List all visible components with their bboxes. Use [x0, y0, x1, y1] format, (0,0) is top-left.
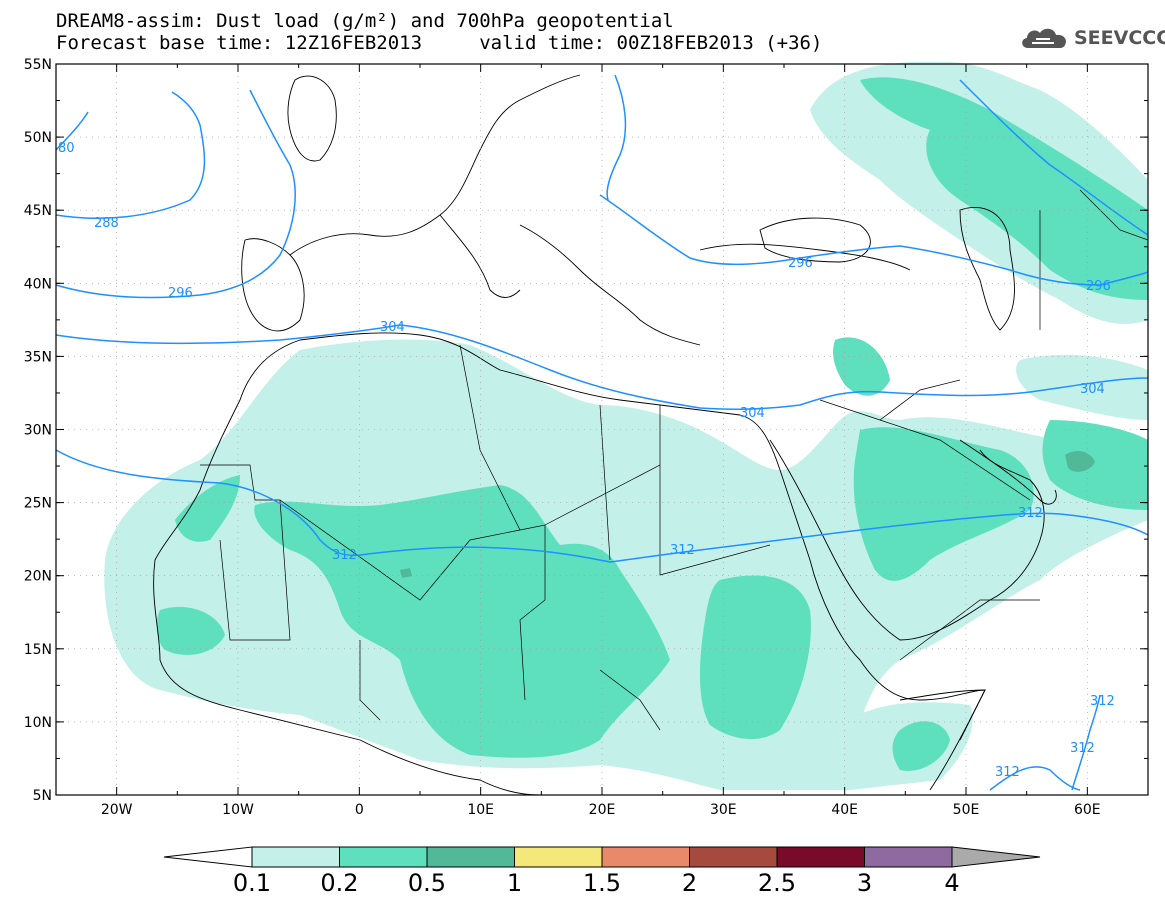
dust-layer [104, 61, 1149, 790]
lon-label: 50E [953, 802, 980, 818]
caspian-coastline [959, 206, 1015, 331]
dust-region-senegal-mid [156, 606, 225, 655]
country-borders [200, 189, 1149, 731]
dust-region-mali-high [400, 568, 412, 578]
horn-coastline [899, 689, 986, 741]
persiangulf-coastline [959, 439, 1057, 505]
contour-line-296-west [55, 89, 296, 299]
cloud-icon [1022, 28, 1066, 48]
lon-label: 10W [222, 802, 254, 818]
colorbar-cell [776, 846, 865, 868]
lat-label: 30N [24, 423, 52, 439]
lat-label: 20N [24, 569, 52, 585]
lat-label: 50N [24, 130, 52, 146]
britishisles-coastline [287, 75, 337, 162]
dust-region-iran-low [1016, 354, 1148, 420]
lon-label: 60E [1074, 802, 1101, 818]
dust-region-mali-mid [254, 485, 671, 758]
colorbar-label: 1 [507, 869, 522, 897]
coastlines-layer [153, 74, 1149, 796]
lon-label: 10E [467, 802, 494, 818]
africa-coastline [153, 332, 986, 796]
contour-line-312 [55, 449, 1149, 563]
contour-label: 304 [380, 320, 405, 335]
contour-line-296-east [599, 194, 1149, 286]
colorbar-label: 0.2 [320, 869, 358, 897]
contour-labels: 80 288 296 304 304 312 312 296 296 304 3… [58, 141, 1115, 780]
graticule [56, 64, 1148, 795]
dust-region-iraq-mid [833, 337, 890, 396]
lon-label: 0 [355, 802, 364, 818]
europe-coastline [241, 74, 911, 346]
lat-label: 45N [24, 203, 52, 219]
colorbar-label: 0.1 [233, 869, 271, 897]
contour-label: 312 [332, 548, 357, 563]
contour-line-312-southeast [989, 694, 1101, 791]
logo: SEEVCCC [1018, 24, 1165, 52]
contour-line-296-north [606, 74, 627, 201]
colorbar-cell [251, 846, 340, 868]
lat-label: 25N [24, 496, 52, 512]
colorbar-cell [864, 846, 953, 868]
dust-region-gulf-mid [1042, 420, 1148, 510]
contour-line-280 [55, 111, 89, 151]
colorbar-cell [601, 846, 690, 868]
lat-label: 15N [24, 642, 52, 658]
colorbar: 0.1 0.2 0.5 1 1.5 2 2.5 3 4 [163, 846, 1041, 897]
contour-label: 288 [94, 216, 119, 231]
lat-label: 10N [24, 715, 52, 731]
arabia-coastline [769, 439, 1045, 641]
blacksea-coastline [759, 217, 871, 263]
contour-label: 296 [788, 256, 813, 271]
colorbar-cell [951, 846, 1041, 868]
colorbar-label: 4 [944, 869, 959, 897]
contour-label: 304 [740, 406, 765, 421]
colorbar-cell [163, 846, 253, 868]
lat-label: 40N [24, 276, 52, 292]
contour-line-304 [55, 324, 1149, 410]
colorbar-cell [514, 846, 603, 868]
geopotential-contours [55, 74, 1149, 791]
title-line-1: DREAM8-assim: Dust load (g/m²) and 700hP… [56, 10, 674, 32]
dust-region-kazakh-mid [860, 77, 1148, 300]
colorbar-label: 2.5 [758, 869, 796, 897]
contour-label: 80 [58, 141, 75, 156]
lat-label: 5N [33, 788, 52, 804]
colorbar-cell [426, 846, 515, 868]
colorbar-label: 3 [857, 869, 872, 897]
dust-region-sudan-mid [700, 575, 811, 740]
axis-layer: 55N 50N 45N 40N 35N 30N 25N 20N 15N 10N 5N 20W 10W 0 1… [24, 57, 1149, 818]
contour-label: 312 [1070, 741, 1095, 756]
dust-region-ethiopia-mid [892, 721, 950, 771]
lon-label: 30E [710, 802, 737, 818]
contour-label: 312 [1018, 506, 1043, 521]
contour-label: 296 [1086, 279, 1111, 294]
colorbar-label: 0.5 [408, 869, 446, 897]
title-line-2: Forecast base time: 12Z16FEB2013 valid t… [56, 32, 823, 54]
contour-label: 312 [995, 765, 1020, 780]
lon-label: 40E [831, 802, 858, 818]
dust-region-arabia-mid [853, 427, 1034, 581]
lon-label: 20E [589, 802, 616, 818]
contour-label: 304 [1080, 382, 1105, 397]
contour-line-288-west [55, 91, 206, 219]
contour-label: 312 [670, 543, 695, 558]
contour-label: 312 [1090, 694, 1115, 709]
logo-text: SEEVCCC [1074, 27, 1165, 49]
colorbar-cell [689, 846, 778, 868]
dust-region-mauritania-mid [175, 475, 240, 542]
lat-label: 35N [24, 349, 52, 365]
contour-label: 296 [168, 286, 193, 301]
colorbar-label: 1.5 [583, 869, 621, 897]
colorbar-label: 2 [682, 869, 697, 897]
contour-line-296-northeast [959, 79, 1149, 236]
lat-label: 55N [24, 57, 52, 73]
colorbar-cell [339, 846, 428, 868]
lon-label: 20W [101, 802, 133, 818]
